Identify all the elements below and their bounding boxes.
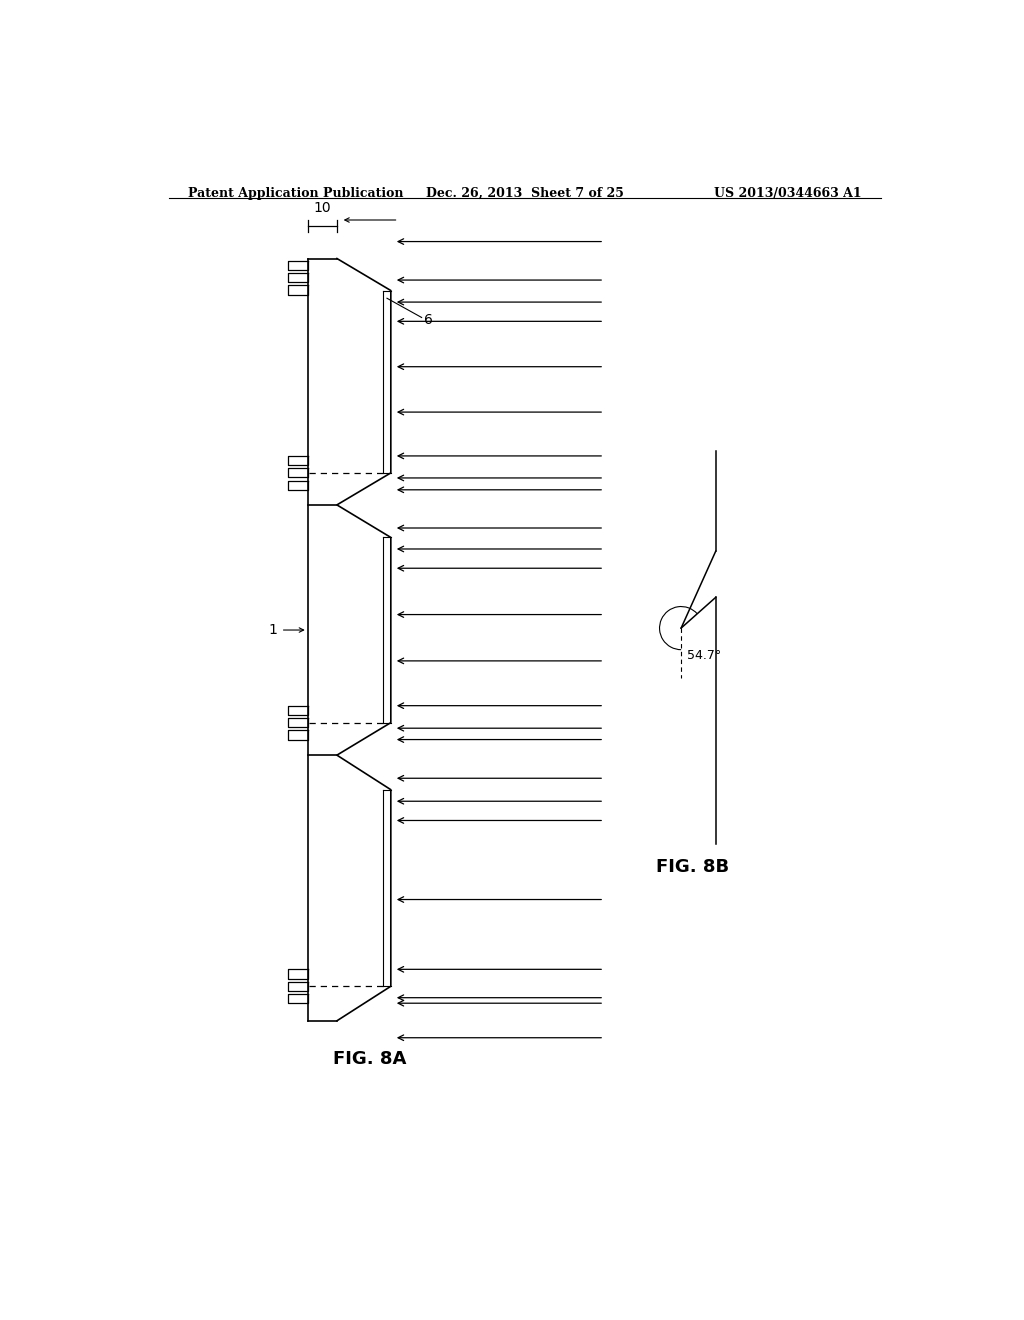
Text: US 2013/0344663 A1: US 2013/0344663 A1 — [715, 187, 862, 199]
Text: 10: 10 — [313, 202, 331, 215]
Text: 54.7°: 54.7° — [687, 648, 722, 661]
Text: 6: 6 — [424, 313, 433, 327]
Text: FIG. 8A: FIG. 8A — [333, 1051, 406, 1068]
Text: Patent Application Publication: Patent Application Publication — [188, 187, 403, 199]
Text: Dec. 26, 2013  Sheet 7 of 25: Dec. 26, 2013 Sheet 7 of 25 — [426, 187, 624, 199]
Text: FIG. 8B: FIG. 8B — [656, 858, 729, 875]
Text: 1: 1 — [268, 623, 276, 638]
